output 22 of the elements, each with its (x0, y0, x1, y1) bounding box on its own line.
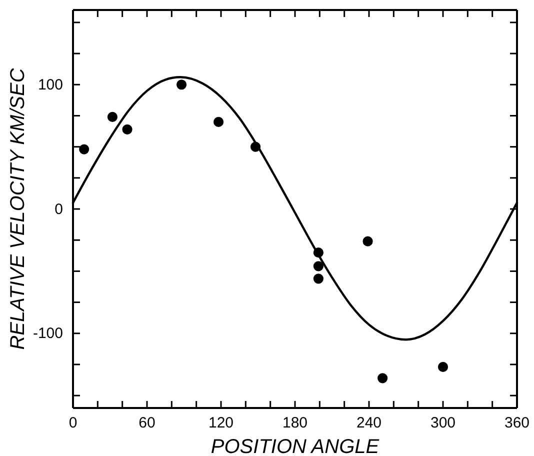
y-axis-title: RELATIVE VELOCITY KM/SEC (7, 68, 29, 350)
point (213, 116, 224, 127)
y-tick-label: 100 (38, 76, 63, 94)
point (79, 144, 90, 154)
point (313, 274, 324, 284)
y-tick-label: -100 (32, 325, 63, 342)
x-tick-label: 180 (282, 414, 308, 432)
x-tick-label: 360 (504, 414, 530, 432)
point (176, 80, 187, 90)
x-tick-label: 0 (68, 414, 78, 432)
x-tick-label: 240 (356, 414, 382, 432)
y-tick-label: 0 (54, 200, 63, 218)
point (378, 373, 388, 384)
point (362, 236, 373, 246)
point (438, 362, 448, 372)
point (107, 112, 118, 122)
point (313, 261, 324, 272)
x-axis-title: POSITION ANGLE (210, 436, 380, 456)
x-tick-label: 60 (138, 414, 156, 432)
point (122, 124, 132, 134)
x-tick-label: 120 (208, 414, 234, 432)
x-tick-label: 300 (430, 414, 456, 432)
